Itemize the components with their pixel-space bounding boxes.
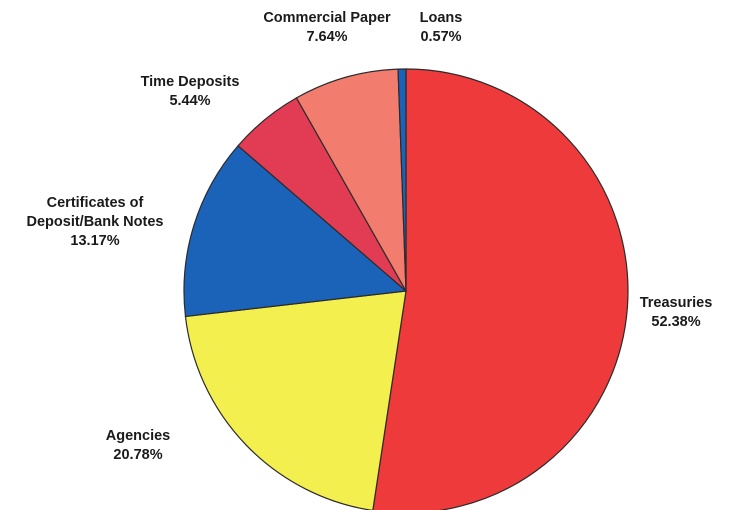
label-text: Loans: [420, 10, 463, 26]
label-value: 20.78%: [113, 447, 162, 463]
pie-labels: Treasuries 52.38% Agencies 20.78% Certificat…: [27, 10, 713, 463]
label-value: 0.57%: [420, 29, 461, 45]
slice-commercial-paper: [295, 68, 407, 292]
label-value: 5.44%: [169, 93, 210, 109]
label-text: Time Deposits: [141, 74, 240, 90]
label-text: Treasuries: [640, 295, 713, 311]
slice-loans: [397, 68, 407, 292]
label-text: Commercial Paper: [263, 10, 391, 26]
label-value: 7.64%: [306, 29, 347, 45]
label-value: 13.17%: [70, 233, 119, 249]
label-time-deposits: Time Deposits 5.44%: [141, 74, 240, 109]
label-loans: Loans 0.57%: [420, 10, 463, 45]
pie-slices: [183, 68, 629, 510]
label-agencies: Agencies 20.78%: [106, 428, 170, 463]
label-treasuries: Treasuries 52.38%: [640, 295, 713, 330]
slice-treasuries: [372, 68, 629, 510]
label-commercial-paper: Commercial Paper 7.64%: [263, 10, 391, 45]
label-text: Deposit/Bank Notes: [27, 214, 164, 230]
label-text: Certificates of: [47, 195, 144, 211]
slice-certificates-of-deposit-bank-notes: [183, 144, 408, 318]
label-value: 52.38%: [651, 314, 700, 330]
label-text: Agencies: [106, 428, 170, 444]
slice-agencies: [184, 290, 407, 510]
label-certificates-of-deposit-bank-notes: Certificates of Deposit/Bank Notes 13.17%: [27, 195, 164, 249]
